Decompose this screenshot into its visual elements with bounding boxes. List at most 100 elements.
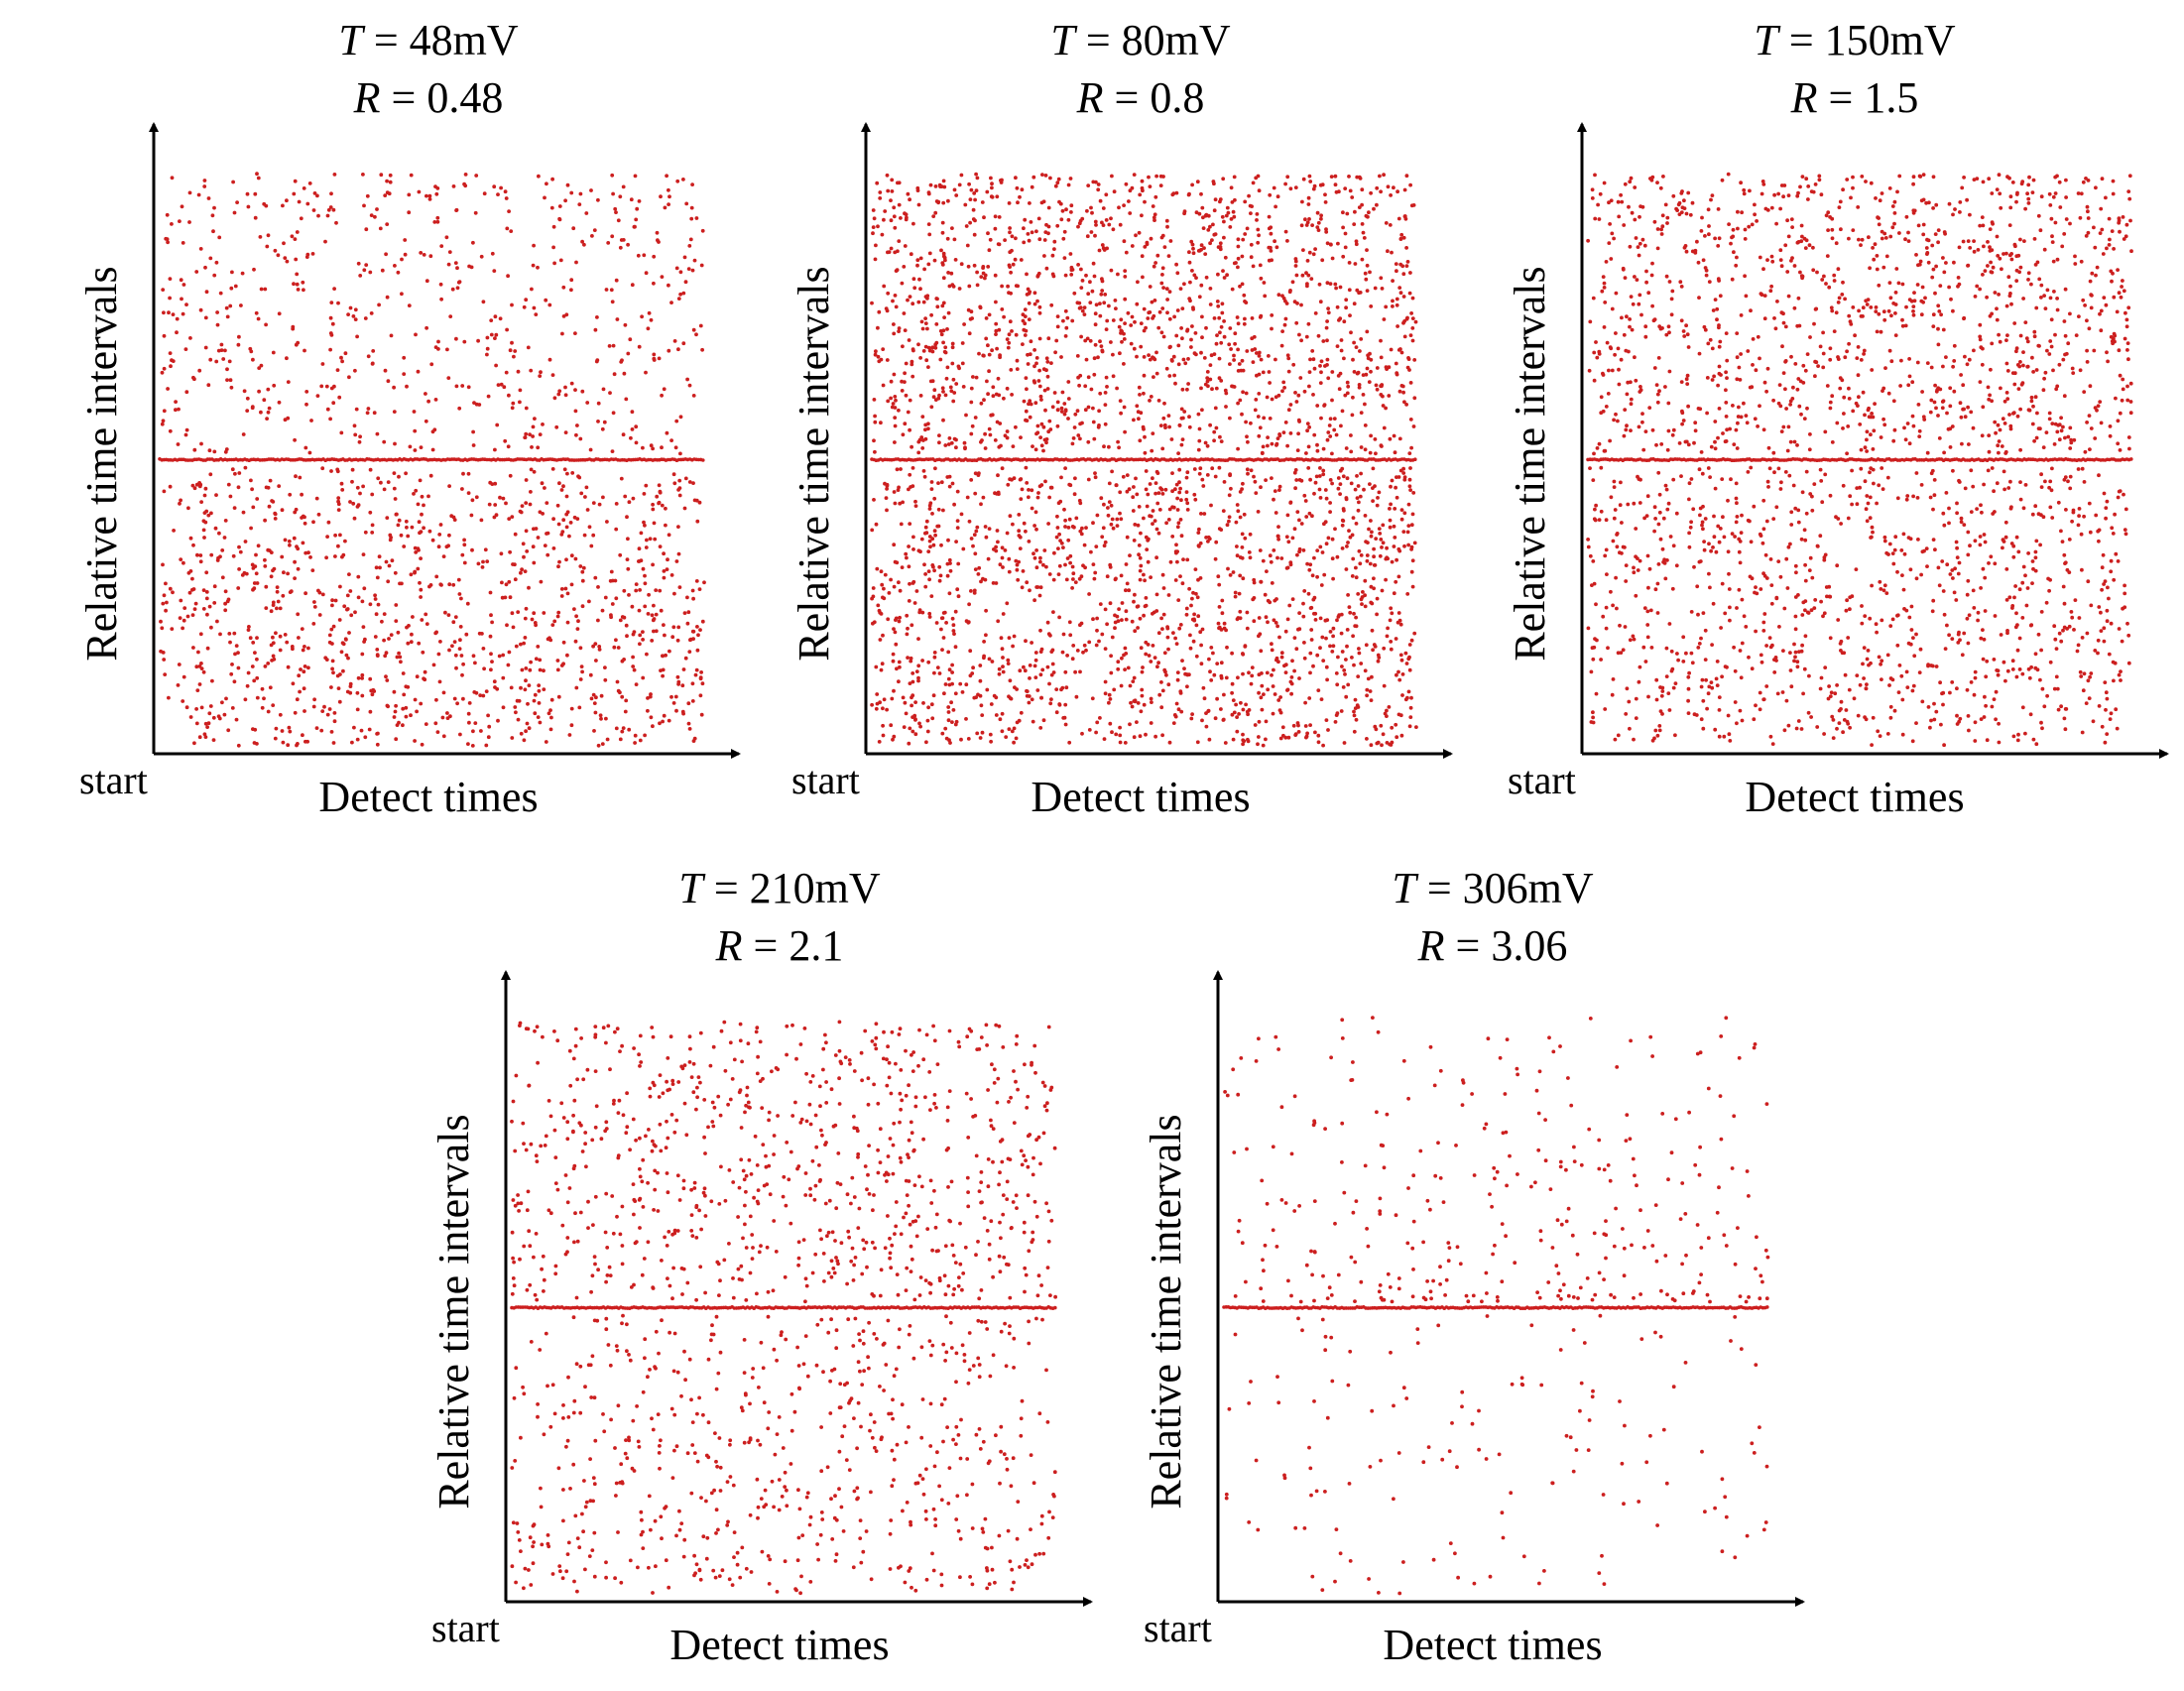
data-point bbox=[1045, 360, 1050, 364]
data-point bbox=[511, 625, 516, 630]
data-point bbox=[649, 443, 654, 448]
data-point bbox=[1371, 499, 1375, 503]
data-point bbox=[934, 297, 939, 301]
data-point bbox=[1352, 709, 1356, 714]
title-value-r: 0.8 bbox=[1150, 73, 1204, 122]
data-point bbox=[377, 302, 381, 307]
data-point bbox=[1196, 531, 1201, 535]
data-point bbox=[329, 191, 333, 196]
data-point bbox=[330, 603, 334, 608]
data-point bbox=[674, 559, 679, 563]
data-point bbox=[918, 287, 922, 292]
data-point bbox=[409, 713, 413, 718]
data-point bbox=[1131, 509, 1136, 513]
data-point bbox=[418, 531, 422, 536]
data-point bbox=[1241, 368, 1246, 373]
data-point bbox=[550, 177, 554, 181]
data-point bbox=[928, 182, 933, 187]
data-point bbox=[1408, 418, 1413, 422]
data-point bbox=[1319, 697, 1324, 701]
data-point bbox=[1024, 639, 1028, 644]
data-point bbox=[1022, 226, 1026, 231]
data-point bbox=[1190, 242, 1195, 247]
data-point bbox=[989, 176, 993, 181]
data-point bbox=[1208, 287, 1213, 291]
data-point bbox=[513, 349, 518, 353]
data-point bbox=[896, 181, 900, 185]
data-point bbox=[569, 553, 574, 558]
data-point bbox=[1095, 616, 1099, 621]
data-point bbox=[1020, 187, 1025, 192]
data-point bbox=[1232, 710, 1237, 715]
data-point bbox=[1054, 338, 1059, 343]
data-point bbox=[949, 700, 953, 705]
data-point bbox=[1351, 357, 1355, 362]
data-point bbox=[1337, 189, 1341, 194]
data-point bbox=[1208, 363, 1213, 367]
data-point bbox=[252, 678, 257, 683]
data-point bbox=[902, 725, 907, 729]
data-point bbox=[1290, 659, 1294, 664]
data-point bbox=[1052, 247, 1056, 252]
data-point bbox=[403, 238, 408, 242]
data-point bbox=[532, 469, 537, 474]
data-point bbox=[527, 585, 531, 590]
data-point bbox=[644, 545, 649, 549]
data-point bbox=[1175, 525, 1180, 530]
data-point bbox=[1208, 423, 1212, 427]
data-point bbox=[1404, 264, 1409, 268]
data-point bbox=[1009, 291, 1013, 296]
data-point bbox=[1282, 322, 1287, 327]
data-point bbox=[1312, 183, 1317, 188]
data-point bbox=[1387, 365, 1392, 370]
data-point bbox=[1360, 202, 1364, 207]
data-point bbox=[1316, 740, 1321, 745]
data-point bbox=[918, 256, 923, 261]
data-point bbox=[518, 400, 522, 405]
data-point bbox=[322, 704, 326, 709]
data-point bbox=[396, 523, 401, 528]
data-point bbox=[1122, 337, 1127, 341]
data-point bbox=[680, 683, 685, 688]
data-point bbox=[330, 666, 334, 671]
data-point bbox=[1404, 246, 1408, 250]
data-point bbox=[1118, 733, 1123, 738]
data-point bbox=[1261, 558, 1266, 563]
data-point bbox=[1315, 548, 1320, 552]
data-point bbox=[980, 438, 984, 442]
data-point bbox=[363, 530, 368, 535]
data-point bbox=[446, 262, 451, 267]
data-point bbox=[1283, 670, 1288, 674]
data-point bbox=[578, 191, 583, 196]
data-point bbox=[637, 199, 642, 203]
data-point bbox=[1022, 327, 1027, 332]
data-point bbox=[1176, 362, 1181, 367]
data-point bbox=[1050, 253, 1055, 258]
data-point bbox=[1199, 283, 1204, 288]
data-point bbox=[393, 441, 397, 446]
data-point bbox=[1004, 735, 1009, 739]
data-point bbox=[174, 408, 178, 413]
data-point bbox=[623, 322, 628, 327]
data-point bbox=[1236, 321, 1241, 326]
data-point bbox=[202, 536, 206, 540]
data-point bbox=[312, 600, 316, 604]
data-point bbox=[676, 488, 680, 492]
data-point bbox=[1319, 216, 1323, 221]
data-point bbox=[1028, 290, 1032, 295]
data-point bbox=[1262, 281, 1267, 285]
data-point bbox=[457, 647, 462, 651]
data-point bbox=[1318, 381, 1323, 385]
data-point bbox=[574, 260, 578, 265]
data-point bbox=[895, 560, 900, 565]
data-point bbox=[1363, 668, 1368, 673]
data-point bbox=[936, 481, 940, 485]
data-point bbox=[330, 642, 334, 646]
data-point bbox=[499, 382, 504, 387]
data-point bbox=[327, 633, 332, 638]
data-point bbox=[1197, 295, 1202, 300]
data-point bbox=[1229, 347, 1233, 351]
data-point bbox=[1399, 350, 1404, 355]
data-point bbox=[1010, 477, 1014, 482]
data-point bbox=[524, 678, 528, 683]
